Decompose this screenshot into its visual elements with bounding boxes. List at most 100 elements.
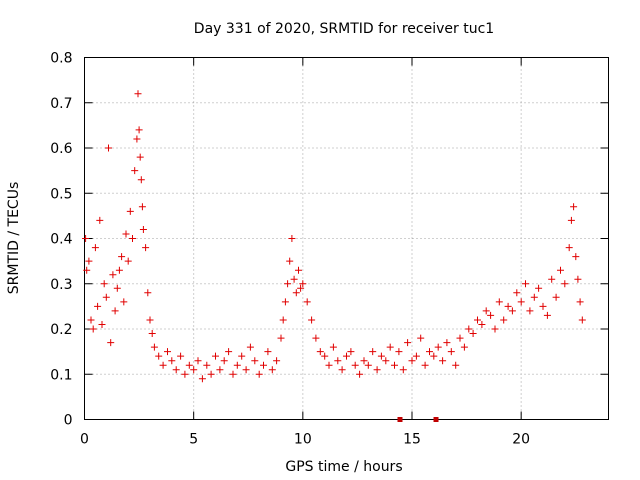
data-point xyxy=(155,352,163,360)
data-point xyxy=(279,316,287,324)
data-point xyxy=(83,266,91,274)
data-point xyxy=(102,293,110,301)
data-point xyxy=(543,311,551,319)
data-point xyxy=(98,321,106,328)
data-point xyxy=(404,339,412,347)
y-tick-label: 0.2 xyxy=(50,322,72,338)
data-point xyxy=(417,334,425,342)
data-point xyxy=(351,361,359,369)
data-point xyxy=(325,361,333,369)
data-point xyxy=(177,352,185,360)
chart-title: Day 331 of 2020, SRMTID for receiver tuc… xyxy=(194,21,494,37)
data-point xyxy=(137,176,145,184)
x-tick-label: 0 xyxy=(80,432,89,448)
data-point xyxy=(530,293,538,301)
data-point xyxy=(87,316,95,324)
data-point xyxy=(495,298,503,306)
data-point xyxy=(122,230,130,238)
y-tick-label: 0.8 xyxy=(50,51,72,67)
data-point xyxy=(439,357,447,365)
data-point xyxy=(539,302,547,310)
points-layer xyxy=(82,90,586,383)
data-point xyxy=(487,311,495,319)
data-point xyxy=(124,257,132,265)
x-axis-label: GPS time / hours xyxy=(285,459,402,475)
y-tick-labels: 0 0.1 0.2 0.3 0.4 0.5 0.6 0.7 0.8 xyxy=(50,51,72,429)
data-point xyxy=(89,325,97,333)
data-point xyxy=(482,307,490,315)
data-point xyxy=(159,361,167,369)
data-point xyxy=(138,203,146,211)
grid-layer xyxy=(84,57,609,420)
data-point xyxy=(412,352,420,360)
data-point xyxy=(565,244,573,252)
data-point xyxy=(185,361,193,369)
data-point xyxy=(334,357,342,365)
x-tick-label: 5 xyxy=(189,432,198,448)
data-point xyxy=(491,325,499,333)
data-point xyxy=(251,357,259,365)
data-point xyxy=(552,293,560,301)
data-point xyxy=(443,339,451,347)
data-point xyxy=(517,298,525,306)
data-point xyxy=(136,153,144,161)
data-point xyxy=(129,235,136,242)
data-point xyxy=(567,216,575,224)
data-point xyxy=(105,144,112,152)
data-point xyxy=(508,307,516,315)
data-point xyxy=(456,334,464,342)
data-point xyxy=(297,284,305,292)
data-point xyxy=(504,302,512,310)
data-point xyxy=(408,357,416,365)
y-tick-label: 0.6 xyxy=(50,141,72,157)
data-point xyxy=(229,370,237,378)
data-point xyxy=(246,343,254,351)
data-point xyxy=(164,348,171,356)
data-point xyxy=(281,298,289,306)
data-point xyxy=(268,366,276,374)
y-tick-label: 0.4 xyxy=(50,232,72,248)
data-point xyxy=(194,357,202,365)
zero-line-marker xyxy=(433,417,439,422)
data-point xyxy=(203,361,211,369)
data-point xyxy=(144,289,152,297)
data-point xyxy=(113,284,121,292)
data-point xyxy=(198,375,206,383)
data-point xyxy=(288,235,296,242)
y-tick-label: 0.3 xyxy=(50,277,72,293)
data-point xyxy=(238,352,246,360)
data-point xyxy=(399,366,407,374)
data-point xyxy=(233,361,241,369)
data-point xyxy=(377,352,385,360)
data-point xyxy=(242,366,250,374)
data-point xyxy=(343,352,350,360)
data-point xyxy=(148,330,156,337)
data-point xyxy=(295,266,302,274)
data-point xyxy=(338,366,346,374)
data-point xyxy=(576,298,584,306)
data-point xyxy=(572,253,580,261)
data-point xyxy=(356,370,364,378)
data-point xyxy=(465,325,473,333)
data-point xyxy=(557,266,564,274)
data-point xyxy=(303,298,311,306)
data-point xyxy=(447,348,455,356)
data-point xyxy=(292,289,300,297)
data-point xyxy=(321,352,329,360)
data-point xyxy=(526,307,534,315)
data-point xyxy=(395,348,403,356)
bottom-markers-layer xyxy=(397,417,439,422)
data-point xyxy=(109,271,117,279)
data-point xyxy=(255,370,263,378)
data-point xyxy=(426,348,433,356)
data-point xyxy=(150,343,158,351)
data-point xyxy=(312,334,320,342)
data-point xyxy=(91,244,99,252)
data-point xyxy=(364,361,372,369)
data-point xyxy=(277,334,285,342)
data-point xyxy=(134,90,142,98)
data-point xyxy=(100,280,108,288)
data-point xyxy=(264,348,272,356)
data-point xyxy=(308,316,316,324)
data-point xyxy=(220,357,228,365)
